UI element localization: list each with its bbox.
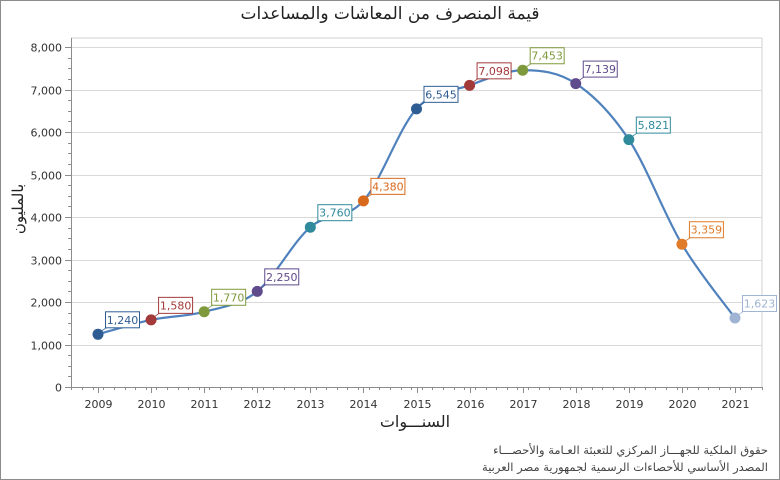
x-tick-label: 2011 [191, 398, 219, 411]
x-tick-label: 2017 [510, 398, 538, 411]
x-tick-label: 2014 [350, 398, 378, 411]
data-point: 7,098 [464, 62, 512, 91]
data-marker [198, 306, 210, 318]
y-tick-label: 0 [55, 382, 62, 395]
data-label-box [264, 268, 300, 286]
data-label: 1,623 [744, 298, 776, 311]
data-label-box [529, 47, 565, 65]
data-label-box [742, 295, 777, 313]
x-tick-label: 2013 [297, 398, 325, 411]
data-label-box [105, 311, 140, 329]
data-marker [92, 328, 104, 340]
y-axis-title: بالمليون [9, 183, 27, 235]
data-marker [251, 285, 263, 297]
data-label: 6,545 [425, 88, 457, 101]
data-marker [570, 78, 582, 90]
y-tick-label: 8,000 [31, 42, 63, 55]
data-marker [304, 221, 316, 233]
data-point: 7,453 [517, 47, 565, 76]
data-marker [145, 314, 157, 326]
data-label: 2,250 [266, 271, 298, 284]
data-label: 1,770 [213, 291, 245, 304]
copyright-text: حقوق الملكية للجهـــاز المركزي للتعبئة ا… [493, 443, 768, 457]
data-label: 7,098 [478, 65, 510, 78]
data-marker [676, 238, 688, 250]
data-label-box [317, 204, 353, 222]
y-tick-label: 1,000 [31, 340, 63, 353]
y-tick-label: 4,000 [31, 212, 63, 225]
data-label-box [476, 62, 512, 80]
x-tick-label: 2018 [563, 398, 591, 411]
source-text: المصدر الأساسي للأحصاءات الرسمية لجمهوري… [482, 460, 768, 474]
data-marker [729, 312, 741, 324]
data-label: 7,453 [531, 50, 563, 63]
data-point: 1,770 [198, 288, 247, 318]
x-axis-title: السنـــوات [379, 412, 451, 431]
y-tick-label: 7,000 [31, 85, 63, 98]
x-tick-label: 2010 [138, 398, 166, 411]
y-tick-label: 6,000 [31, 127, 63, 140]
data-label-box [211, 288, 247, 306]
data-point: 1,580 [145, 296, 194, 326]
data-label-box [423, 85, 459, 103]
y-tick-label: 2,000 [31, 297, 63, 310]
x-tick-label: 2020 [669, 398, 697, 411]
data-point: 2,250 [251, 268, 300, 297]
data-point: 3,359 [676, 221, 724, 250]
data-marker [517, 64, 529, 76]
data-point: 7,139 [570, 60, 618, 90]
data-label: 3,760 [319, 207, 351, 220]
data-point: 1,240 [92, 311, 140, 340]
data-label: 7,139 [585, 63, 617, 76]
y-tick-label: 5,000 [31, 170, 63, 183]
data-label-box [370, 177, 406, 195]
data-label: 1,240 [107, 314, 139, 327]
y-tick-label: 3,000 [31, 255, 63, 268]
data-label-box [688, 221, 724, 239]
data-label: 5,821 [638, 119, 670, 132]
data-label: 3,359 [691, 224, 723, 237]
data-point: 3,760 [304, 204, 353, 233]
x-tick-label: 2012 [244, 398, 272, 411]
data-marker [464, 79, 476, 91]
data-label-box [582, 60, 618, 78]
data-label: 4,380 [372, 180, 404, 193]
data-point: 5,821 [623, 116, 671, 146]
data-label-box [158, 296, 194, 314]
x-tick-label: 2021 [722, 398, 750, 411]
x-tick-label: 2016 [457, 398, 485, 411]
data-point: 1,623 [729, 295, 777, 324]
data-label-box [635, 116, 671, 134]
data-point: 4,380 [357, 177, 406, 207]
data-label: 1,580 [160, 299, 192, 312]
x-tick-label: 2009 [85, 398, 113, 411]
chart-title: قيمة المنصرف من المعاشات والمساعدات [240, 4, 540, 24]
data-marker [411, 103, 422, 115]
data-point: 6,545 [411, 85, 459, 115]
x-tick-label: 2019 [616, 398, 644, 411]
x-tick-label: 2015 [404, 398, 432, 411]
data-marker [623, 134, 635, 146]
data-marker [357, 195, 369, 207]
